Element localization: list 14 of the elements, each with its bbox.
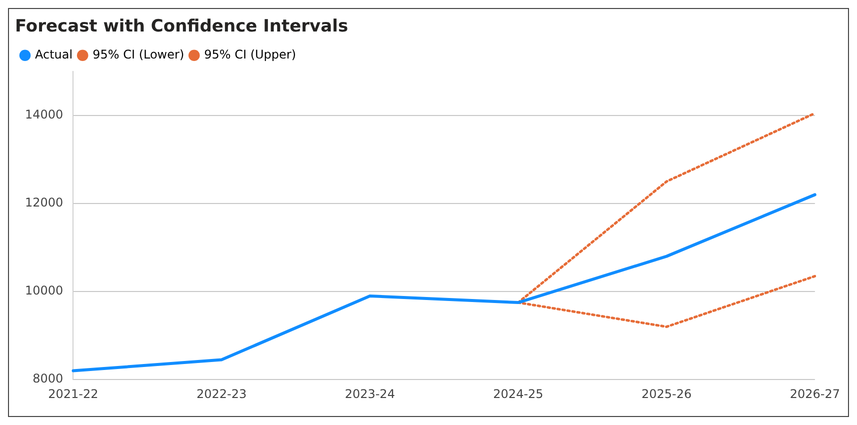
- x-tick-label: 2023-24: [344, 386, 395, 401]
- x-tick-label: 2022-23: [196, 386, 247, 401]
- x-tick-label: 2024-25: [493, 386, 544, 401]
- x-tick-label: 2026-27: [790, 386, 840, 401]
- y-tick-label: 14000: [24, 108, 64, 122]
- legend-label: 95% CI (Upper): [204, 48, 296, 62]
- x-tick-label: 2025-26: [642, 386, 692, 401]
- y-tick-label: 8000: [32, 372, 64, 386]
- y-tick-label: 12000: [24, 196, 64, 210]
- chart-title: Forecast with Confidence Intervals: [15, 16, 348, 37]
- legend-label: 95% CI (Lower): [92, 48, 184, 62]
- x-tick-label: 2021-22: [48, 386, 98, 401]
- y-tick-label: 10000: [24, 284, 64, 298]
- legend-label: Actual: [35, 48, 73, 62]
